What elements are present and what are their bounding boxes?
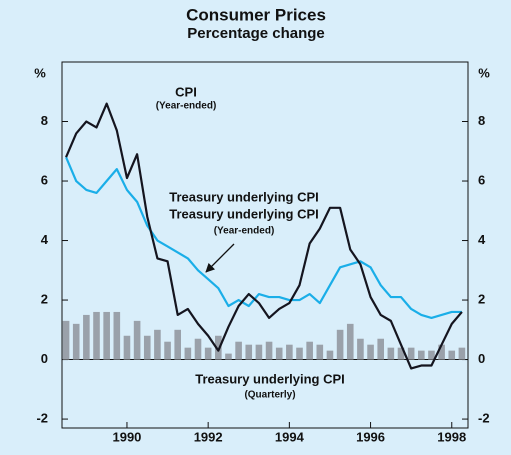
bar xyxy=(245,344,253,360)
bar xyxy=(458,347,466,360)
annotation-note: (Year-ended) xyxy=(214,226,275,237)
y2-axis-label: % xyxy=(478,65,490,80)
bar xyxy=(255,344,263,360)
y-tick-label: 0 xyxy=(41,351,48,366)
y-axis-label: % xyxy=(34,65,46,80)
x-tick-label: 1998 xyxy=(437,429,466,444)
x-tick-label: 1992 xyxy=(194,429,223,444)
annotation-arrow xyxy=(205,243,235,273)
chart-title: Consumer Prices xyxy=(186,5,326,24)
y-tick-label: 8 xyxy=(41,113,48,128)
annotation: Treasury underlying CPI xyxy=(169,189,319,204)
bar xyxy=(397,347,405,360)
bar xyxy=(194,338,202,360)
bar xyxy=(133,320,141,360)
bar xyxy=(93,311,100,360)
bar xyxy=(215,335,222,360)
annotation-note: (Year-ended) xyxy=(156,101,217,112)
y-tick-label: 2 xyxy=(41,291,48,306)
bar xyxy=(235,341,242,360)
y-tick-label: -2 xyxy=(36,411,48,426)
bar xyxy=(438,344,445,360)
bar xyxy=(286,344,293,360)
annotation: CPI xyxy=(175,84,197,99)
bar xyxy=(83,314,90,360)
bar xyxy=(113,311,121,360)
bar xyxy=(123,335,131,360)
bar xyxy=(164,341,171,360)
y2-tick-label: 8 xyxy=(478,113,485,128)
bar xyxy=(418,350,425,360)
bar xyxy=(143,335,151,360)
bar xyxy=(184,347,192,360)
bar xyxy=(407,347,415,360)
bar xyxy=(448,350,456,360)
y2-tick-label: 2 xyxy=(478,291,485,306)
bar xyxy=(225,353,232,360)
y2-tick-label: 0 xyxy=(478,351,485,366)
bar xyxy=(265,341,273,360)
bar xyxy=(326,350,334,360)
bar xyxy=(336,329,344,360)
line xyxy=(65,102,463,370)
bar xyxy=(72,323,80,360)
x-tick-label: 1990 xyxy=(112,429,141,444)
y2-tick-label: -2 xyxy=(478,411,490,426)
line xyxy=(65,156,462,320)
chart-subtitle: Percentage change xyxy=(187,25,325,42)
plot-frame xyxy=(61,61,469,429)
y-tick-label: 6 xyxy=(41,172,48,187)
bar xyxy=(357,338,364,360)
bar xyxy=(306,341,313,360)
bar xyxy=(275,347,283,360)
bar xyxy=(296,347,303,360)
bar xyxy=(387,347,395,360)
x-tick-label: 1994 xyxy=(275,429,305,444)
bar xyxy=(316,344,324,360)
bar xyxy=(367,344,374,360)
bar xyxy=(154,329,161,360)
y2-tick-label: 4 xyxy=(478,232,486,247)
bar xyxy=(62,320,70,360)
bar xyxy=(174,329,182,360)
annotation-note: (Quarterly) xyxy=(244,390,295,401)
annotation: Treasury underlying CPI xyxy=(195,371,345,386)
bar xyxy=(377,338,385,360)
annotation: Treasury underlying CPI xyxy=(169,206,319,221)
bar xyxy=(204,347,212,360)
bar xyxy=(103,311,110,360)
y-tick-label: 4 xyxy=(41,232,49,247)
bar xyxy=(428,350,435,360)
x-tick-label: 1996 xyxy=(356,429,385,444)
bar xyxy=(346,323,354,360)
y2-tick-label: 6 xyxy=(478,172,485,187)
